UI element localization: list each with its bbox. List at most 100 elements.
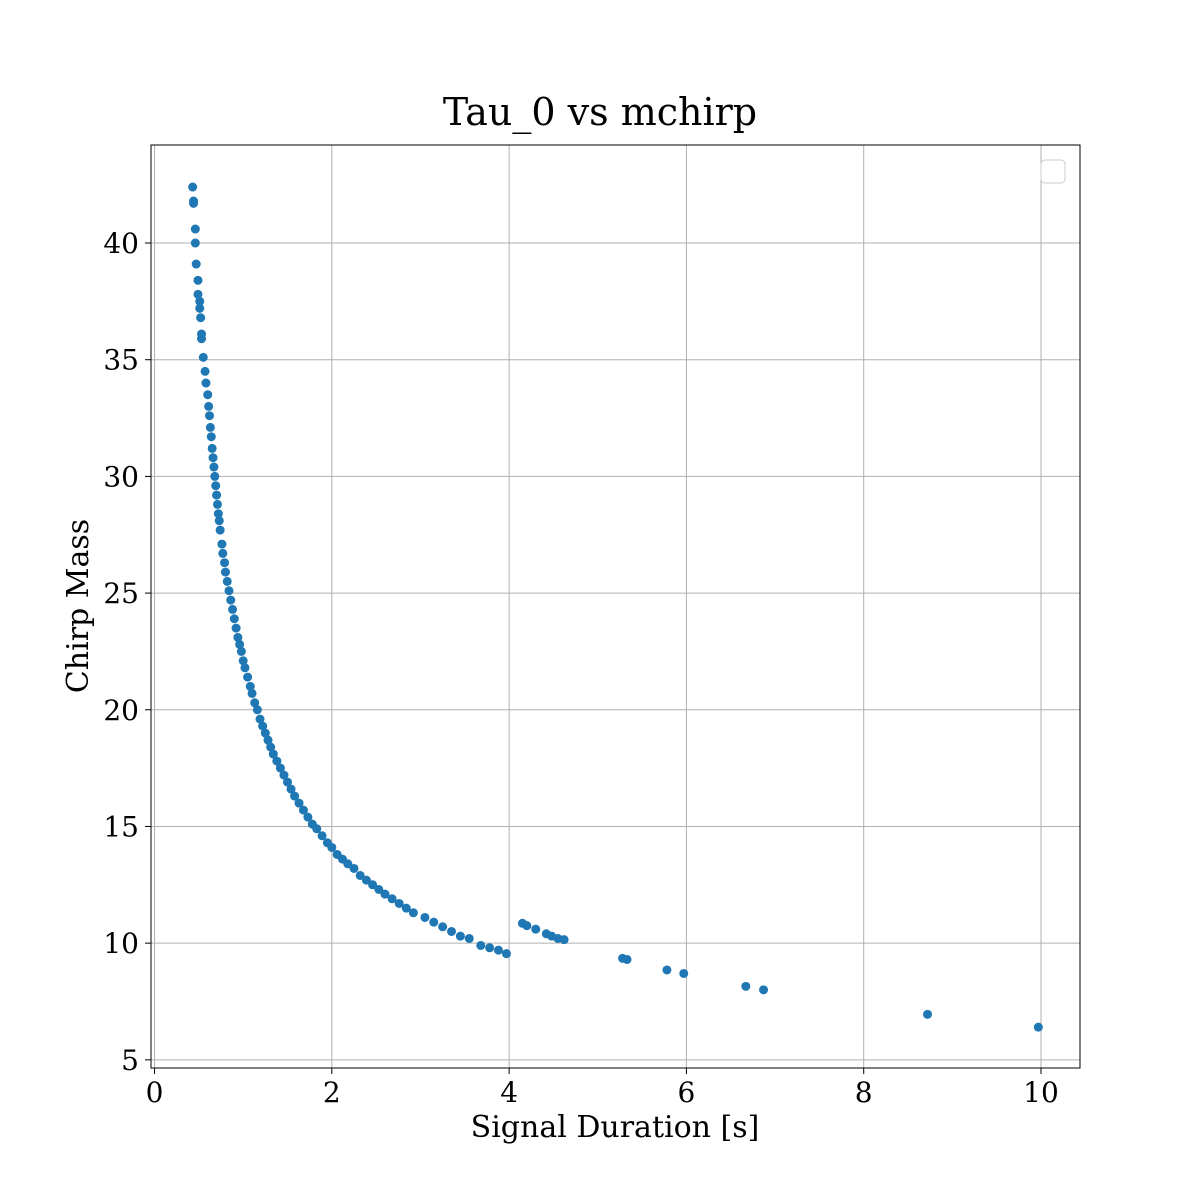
plot-frame [150, 144, 1081, 1069]
data-point [191, 259, 201, 269]
data-point [220, 567, 230, 577]
chart-title: Tau_0 vs mchirp [443, 90, 757, 135]
data-point [190, 238, 200, 248]
data-point [195, 296, 205, 306]
data-point [343, 859, 353, 869]
data-point [355, 870, 365, 880]
data-point [193, 275, 203, 285]
data-point [209, 462, 219, 472]
data-point [263, 735, 273, 745]
data-point [212, 490, 222, 500]
data-point [215, 525, 225, 535]
data-point [213, 509, 223, 519]
data-point [196, 313, 206, 323]
data-point [531, 924, 541, 934]
data-point [214, 516, 224, 526]
data-point [255, 714, 265, 724]
data-point [679, 968, 689, 978]
data-point [361, 875, 371, 885]
data-point [559, 935, 569, 945]
data-point [759, 985, 769, 995]
data-point [206, 432, 216, 442]
data-point [258, 721, 268, 731]
data-point [229, 614, 239, 624]
data-point [283, 777, 293, 787]
data-point [368, 880, 378, 890]
data-point [272, 756, 282, 766]
data-point [464, 933, 474, 943]
data-point [250, 698, 260, 708]
data-point [224, 586, 234, 596]
data-point [235, 639, 245, 649]
data-point [268, 749, 278, 759]
grid [151, 145, 1080, 1068]
data-point [188, 182, 198, 192]
y-tick-label: 10 [103, 927, 139, 960]
data-point [401, 903, 411, 913]
data-point [205, 411, 215, 421]
x-tick-label: 8 [855, 1076, 873, 1109]
data-point [286, 784, 296, 794]
data-point [447, 926, 457, 936]
x-tick-label: 6 [678, 1076, 696, 1109]
data-point [217, 539, 227, 549]
data-point [212, 499, 222, 509]
data-point [220, 558, 230, 568]
data-point [240, 663, 250, 673]
data-point [222, 576, 232, 586]
data-point [198, 352, 208, 362]
data-point [923, 1009, 933, 1019]
x-tick-label: 0 [146, 1076, 164, 1109]
data-point [218, 548, 228, 558]
axis-ticks: 0 2 4 6 8 10 5 10 15 20 25 30 35 40 [103, 227, 1058, 1109]
data-point [374, 884, 384, 894]
data-point [195, 303, 205, 313]
data-point [245, 681, 255, 691]
data-point [290, 791, 300, 801]
data-point [501, 949, 511, 959]
data-point [211, 481, 221, 491]
y-axis-label: Chirp Mass [61, 519, 96, 693]
data-point [438, 922, 448, 932]
y-tick-label: 25 [103, 577, 139, 610]
data-point [228, 604, 238, 614]
data-point [662, 965, 672, 975]
data-point [226, 595, 236, 605]
data-point [380, 889, 390, 899]
data-point [207, 443, 217, 453]
data-point [485, 943, 495, 953]
data-point [203, 390, 213, 400]
data-point [236, 646, 246, 656]
data-point [1033, 1022, 1043, 1032]
y-tick-label: 35 [103, 344, 139, 377]
data-point [312, 824, 322, 834]
data-point [205, 422, 215, 432]
y-tick-label: 15 [103, 810, 139, 843]
data-point [238, 656, 248, 666]
data-point [189, 198, 199, 208]
data-point [190, 224, 200, 234]
data-point [522, 921, 532, 931]
data-point [266, 742, 276, 752]
y-tick-label: 20 [103, 694, 139, 727]
data-point [231, 623, 241, 633]
data-point [210, 471, 220, 481]
data-point [243, 672, 253, 682]
data-point [420, 912, 430, 922]
data-point [429, 917, 439, 927]
data-point [247, 688, 257, 698]
data-point [193, 289, 203, 299]
empty-legend [1040, 159, 1066, 184]
data-point [279, 770, 289, 780]
data-point [208, 453, 218, 463]
y-tick-label: 5 [121, 1044, 139, 1077]
data-point [260, 728, 270, 738]
data-point [349, 863, 359, 873]
data-point [741, 981, 751, 991]
data-point [317, 831, 327, 841]
data-point [201, 378, 211, 388]
data-point [275, 763, 285, 773]
data-point [622, 954, 632, 964]
y-tick-label: 30 [103, 460, 139, 493]
